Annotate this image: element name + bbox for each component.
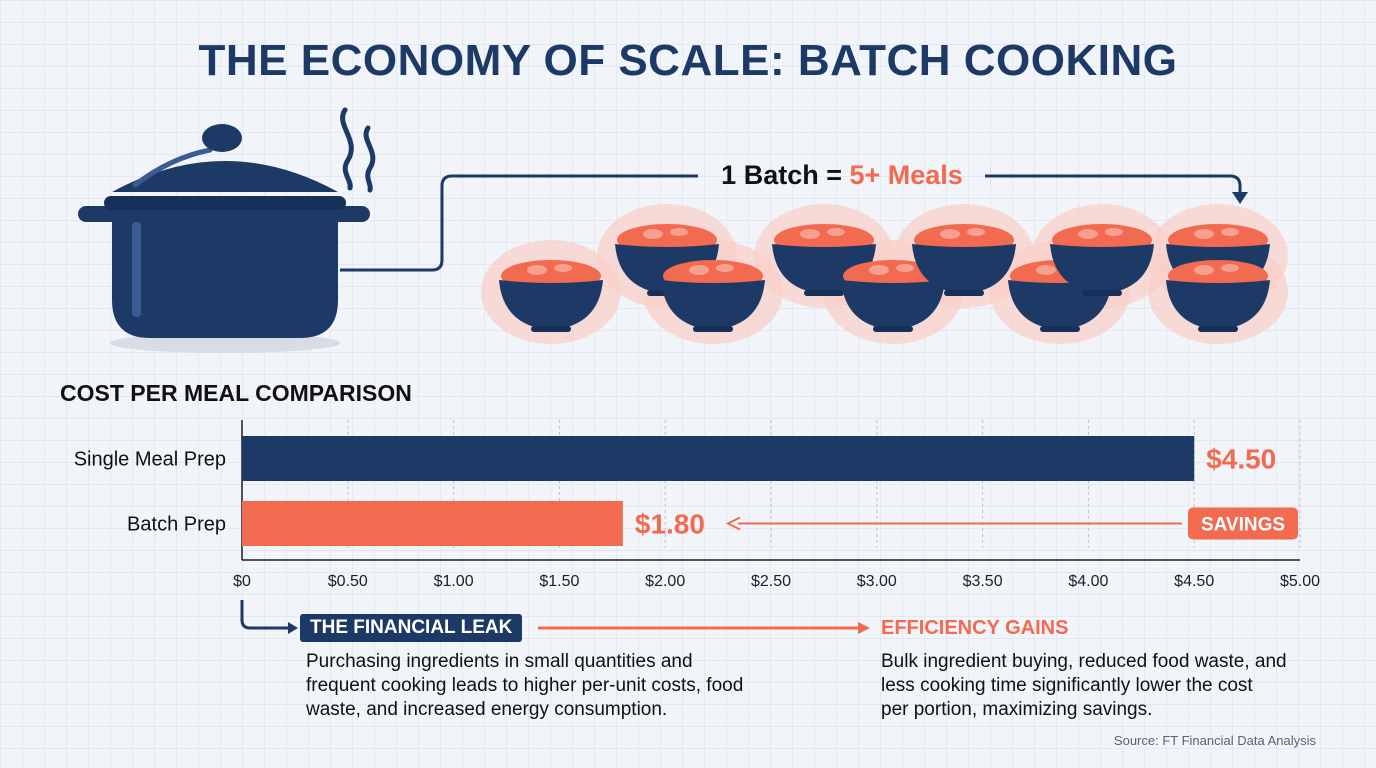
x-tick-label: $0 xyxy=(233,573,251,590)
savings-label: SAVINGS xyxy=(1201,515,1285,536)
arrow-right-icon xyxy=(858,622,870,634)
x-tick-label: $3.00 xyxy=(857,573,897,590)
meal-bowls-group xyxy=(481,204,1288,344)
x-tick-label: $0.50 xyxy=(328,573,368,590)
x-tick-label: $4.50 xyxy=(1174,573,1214,590)
bar xyxy=(242,436,1195,481)
savings-badge: SAVINGS xyxy=(1188,507,1298,540)
x-tick-label: $3.50 xyxy=(963,573,1003,590)
source-note: Source: FT Financial Data Analysis xyxy=(1113,733,1316,748)
value-label: $4.50 xyxy=(1206,444,1276,475)
financial-leak-line: waste, and increased energy consumption. xyxy=(306,699,668,720)
x-tick-label: $1.00 xyxy=(434,573,474,590)
x-tick-label: $1.50 xyxy=(539,573,579,590)
x-tick-label: $2.50 xyxy=(751,573,791,590)
x-tick-label: $4.00 xyxy=(1068,573,1108,590)
efficiency-gains-text: Bulk ingredient buying, reduced food was… xyxy=(881,650,1287,722)
value-label: $1.80 xyxy=(635,509,705,540)
connector-line xyxy=(340,174,698,272)
meal-bowl-icon xyxy=(1166,260,1270,332)
arrow-down-icon xyxy=(1232,192,1248,204)
steam-icon xyxy=(340,107,376,193)
page-title: THE ECONOMY OF SCALE: BATCH COOKING xyxy=(198,36,1178,85)
financial-leak-title: THE FINANCIAL LEAK xyxy=(300,614,523,642)
efficiency-gains-line: per portion, maximizing savings. xyxy=(881,699,1153,720)
arrow-left-icon xyxy=(725,516,741,531)
bar xyxy=(242,501,623,546)
category-label: Batch Prep xyxy=(127,514,226,536)
meal-bowl-icon xyxy=(912,224,1016,296)
financial-leak-line: Purchasing ingredients in small quantiti… xyxy=(306,651,693,672)
arrow-right-icon xyxy=(288,622,298,634)
chart-title: COST PER MEAL COMPARISON xyxy=(60,380,412,406)
meal-bowl-icon xyxy=(841,260,945,332)
x-tick-label: $2.00 xyxy=(645,573,685,590)
meal-bowl-icon xyxy=(661,260,765,332)
cooking-pot-icon xyxy=(78,124,370,353)
financial-leak-line: frequent cooking leads to higher per-uni… xyxy=(306,675,744,696)
financial-leak-text: Purchasing ingredients in small quantiti… xyxy=(306,650,743,722)
hero-illustration: 1 Batch = 5+ Meals xyxy=(78,107,1288,353)
x-tick-label: $5.00 xyxy=(1280,573,1320,590)
meal-bowl-icon xyxy=(1050,224,1154,296)
efficiency-gains-title: EFFICIENCY GAINS xyxy=(881,617,1069,639)
category-label: Single Meal Prep xyxy=(74,449,226,471)
efficiency-gains-line: Bulk ingredient buying, reduced food was… xyxy=(881,651,1287,672)
batch-equation: 1 Batch = 5+ Meals xyxy=(721,160,963,190)
meal-bowl-icon xyxy=(499,260,603,332)
efficiency-gains-line: less cooking time significantly lower th… xyxy=(881,675,1253,696)
